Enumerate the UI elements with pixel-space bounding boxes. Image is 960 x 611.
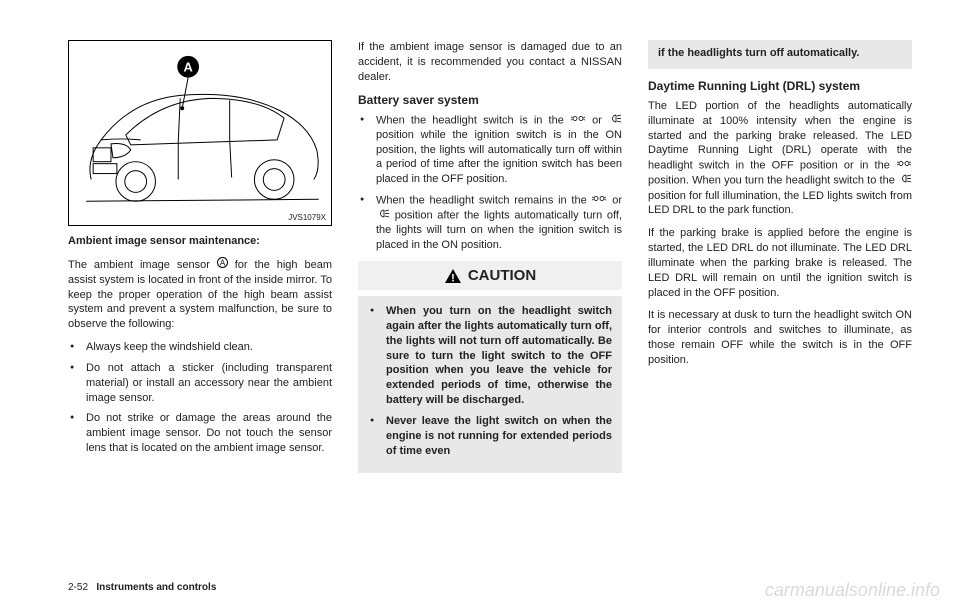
caution-body: When you turn on the headlight switch ag…: [358, 296, 622, 472]
column-2: If the ambient image sensor is damaged d…: [358, 40, 622, 473]
caution-header: ! CAUTION: [358, 261, 622, 290]
text-frag: or: [607, 194, 622, 206]
page-footer: 2-52 Instruments and controls: [68, 582, 216, 593]
list-item: Do not strike or damage the areas around…: [68, 411, 332, 456]
drl-para-3: It is necessary at dusk to turn the head…: [648, 308, 912, 367]
marker-a-label: A: [183, 60, 192, 75]
text-frag: position while the ignition switch is in…: [376, 129, 622, 186]
page-number: 2-52: [68, 582, 88, 593]
text-frag: When the headlight switch remains in the: [376, 194, 591, 206]
parking-light-icon: [570, 113, 586, 128]
column-1: A JVS1079X Ambient image sensor maintena…: [68, 40, 332, 473]
watermark: carmanualsonline.info: [765, 580, 940, 601]
text-frag: When the headlight switch is in the: [376, 114, 570, 126]
sensor-bullets: Always keep the windshield clean. Do not…: [68, 340, 332, 456]
column-layout: A JVS1079X Ambient image sensor maintena…: [68, 40, 912, 473]
text-frag: or: [586, 114, 608, 126]
headlight-icon: [898, 173, 912, 188]
sensor-intro-para: The ambient image sensor A for the high …: [68, 257, 332, 332]
circled-a-icon: A: [217, 257, 228, 273]
chapter-title: Instruments and controls: [96, 582, 216, 593]
figure-code: JVS1079X: [288, 213, 326, 222]
caution-continuation: if the headlights turn off automatically…: [648, 40, 912, 69]
drl-para-2: If the parking brake is applied before t…: [648, 226, 912, 300]
caution-triangle-icon: !: [444, 268, 462, 284]
column-3: if the headlights turn off automatically…: [648, 40, 912, 473]
list-item: Never leave the light switch on when the…: [368, 414, 612, 459]
text-frag: position. When you turn the headlight sw…: [648, 175, 898, 187]
manual-page: A JVS1079X Ambient image sensor maintena…: [0, 0, 960, 611]
battery-bullets: When the headlight switch is in the or p…: [358, 113, 622, 254]
svg-text:A: A: [220, 258, 226, 267]
list-item: When you turn on the headlight switch ag…: [368, 304, 612, 408]
list-item: Always keep the windshield clean.: [68, 340, 332, 355]
caution-label: CAUTION: [468, 267, 536, 284]
sensor-maint-heading: Ambient image sensor maintenance:: [68, 234, 332, 249]
list-item: When the headlight switch is in the or p…: [358, 113, 622, 188]
drl-heading: Daytime Running Light (DRL) system: [648, 79, 912, 93]
sensor-damage-para: If the ambient image sensor is damaged d…: [358, 40, 622, 85]
text-frag: The ambient image sensor: [68, 259, 217, 271]
headlight-icon: [376, 208, 390, 223]
text-frag: position after the lights automatically …: [376, 210, 622, 252]
text-frag: position for full illumination, the LED …: [648, 190, 912, 217]
headlight-icon: [608, 113, 622, 128]
drl-para-1: The LED portion of the headlights automa…: [648, 99, 912, 218]
list-item: When the headlight switch remains in the…: [358, 193, 622, 253]
list-item: Do not attach a sticker (including trans…: [68, 361, 332, 406]
vehicle-figure: A JVS1079X: [68, 40, 332, 226]
parking-light-icon: [591, 193, 607, 208]
svg-text:!: !: [451, 272, 455, 284]
battery-saver-heading: Battery saver system: [358, 93, 622, 107]
car-illustration: A: [69, 41, 331, 225]
parking-light-icon: [896, 158, 912, 173]
text-frag: The LED portion of the headlights automa…: [648, 100, 912, 172]
